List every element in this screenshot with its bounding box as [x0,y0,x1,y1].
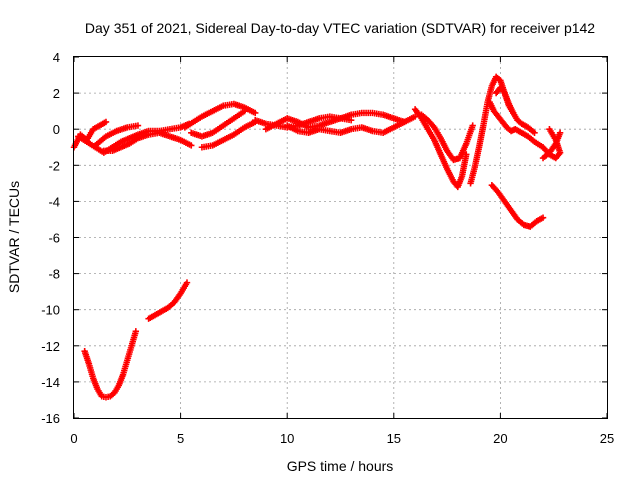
series-track-6 [188,107,248,140]
y-tick-label: -14 [41,375,60,390]
data-point [347,116,355,124]
x-tick-label: 10 [280,431,294,446]
series-track-11 [411,106,470,191]
y-tick-label: -6 [48,231,60,246]
series-track-3 [92,122,142,149]
y-tick-label: 4 [53,50,60,65]
x-tick-label: 15 [387,431,401,446]
data-point [469,122,476,129]
x-tick-label: 20 [493,431,507,446]
data-point [556,129,564,137]
y-tick-label: -12 [41,339,60,354]
plot-frame [73,56,608,419]
y-tick-label: 0 [53,122,60,137]
x-axis-title: GPS time / hours [287,458,394,474]
series-track-14 [492,84,538,137]
series-track-5 [181,100,259,131]
data-point [252,109,259,117]
series-track-7 [198,118,259,151]
y-tick-label: 2 [53,86,60,101]
data-point [132,328,140,335]
x-tick-label: 5 [177,431,184,446]
y-axis-title: SDTVAR / TECUs [6,181,22,293]
series-track-4 [100,129,195,155]
series-track-19 [145,279,191,322]
x-tick-label: 0 [70,431,77,446]
x-tick-label: 25 [600,431,614,446]
series-track-17 [488,181,547,230]
chart-title: Day 351 of 2021, Sidereal Day-to-day VTE… [85,20,595,36]
y-axis-ticks: -16 -14 -12 -10 -8 -6 -4 -2 0 2 4 [41,50,607,426]
grid-lines [74,57,607,418]
data-point [183,279,191,286]
data-point [241,107,248,115]
series-track-9 [262,109,408,133]
data-point [102,118,110,126]
y-tick-label: -8 [48,267,60,282]
data-points [70,73,564,401]
y-tick-label: -10 [41,303,60,318]
data-point [134,122,142,129]
data-point [531,129,538,137]
series-track-10 [284,113,419,137]
y-tick-label: -4 [48,194,60,209]
series-track-18 [81,328,140,401]
data-point [188,142,195,149]
data-point [546,126,553,133]
data-point [539,214,547,221]
series-track-16 [539,129,564,162]
series-track-12 [418,111,476,164]
y-tick-label: -16 [41,411,60,426]
y-tick-label: -2 [48,158,60,173]
